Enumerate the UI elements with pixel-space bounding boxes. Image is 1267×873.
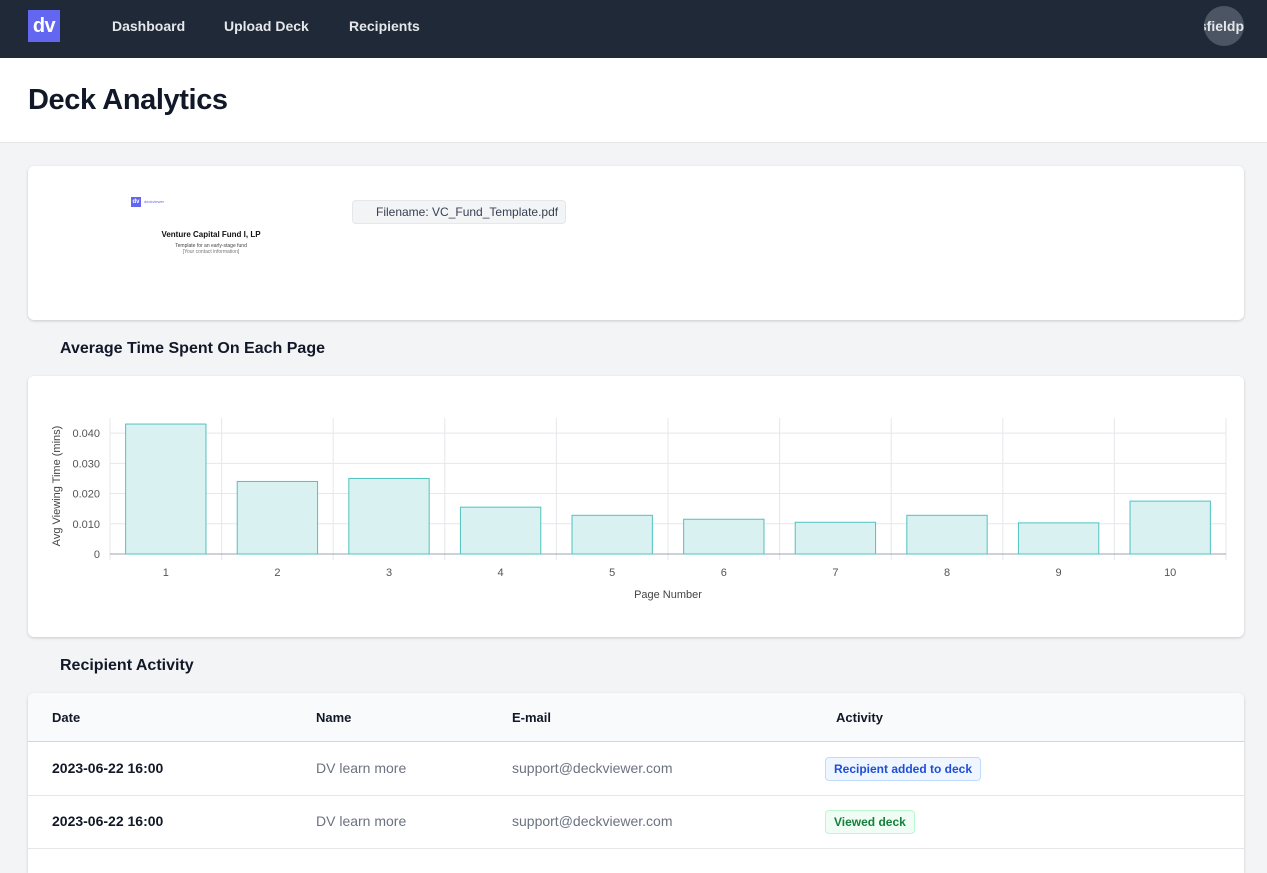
- bar-page-1: [125, 423, 207, 555]
- x-tick-label: 2: [274, 567, 280, 579]
- thumbnail-contact: [Your contact information]: [182, 249, 240, 255]
- app-logo[interactable]: dv: [28, 10, 60, 42]
- bar-page-4: [459, 506, 542, 555]
- row-name: DV learn more: [316, 760, 407, 776]
- x-tick-label: 10: [1164, 567, 1176, 579]
- table-header: Date Name E-mail Activity: [28, 693, 1244, 742]
- y-axis-label: Avg Viewing Time (mins): [51, 426, 63, 547]
- x-tick-label: 8: [944, 567, 950, 579]
- thumbnail-subtitle: Template for an early-stage fund: [175, 243, 247, 249]
- activity-badge: Recipient added to deck: [825, 757, 982, 781]
- bar-page-10: [1129, 500, 1211, 555]
- chart-section-title: Average Time Spent On Each Page: [60, 340, 325, 357]
- x-tick-label: 6: [721, 567, 727, 579]
- thumbnail-brand: deckviewer: [144, 199, 165, 204]
- row-date: 2023-06-22 16:00: [52, 760, 164, 776]
- column-header-email[interactable]: E-mail: [512, 710, 552, 725]
- nav-link-recipients[interactable]: Recipients: [349, 18, 420, 34]
- bar-page-8: [906, 514, 988, 555]
- column-header-name[interactable]: Name: [316, 710, 352, 725]
- row-email: support@deckviewer.com: [512, 760, 673, 776]
- y-tick-label: 0: [94, 549, 100, 561]
- column-header-activity[interactable]: Activity: [836, 710, 883, 725]
- y-tick-label: 0.040: [72, 428, 100, 440]
- x-tick-label: 7: [832, 567, 838, 579]
- bar-page-6: [683, 518, 765, 555]
- activity-table: Date Name E-mail Activity 2023-06-22 16:…: [28, 693, 1244, 873]
- nav-link-dashboard[interactable]: Dashboard: [112, 18, 186, 34]
- row-email: support@deckviewer.com: [512, 813, 673, 829]
- bar-page-7: [794, 521, 877, 555]
- deck-thumbnail[interactable]: dv deckviewer Venture Capital Fund I, LP…: [128, 194, 298, 264]
- bar-page-2: [236, 480, 319, 555]
- thumbnail-logo: dv: [131, 197, 141, 207]
- bar-page-9: [1017, 522, 1100, 555]
- x-tick-label: 3: [386, 567, 392, 579]
- y-tick-label: 0.020: [72, 489, 100, 501]
- table-row[interactable]: 2023-06-22 16:00 DV learn more support@d…: [28, 742, 1244, 796]
- nav-link-upload-deck[interactable]: Upload Deck: [224, 18, 309, 34]
- y-tick-label: 0.010: [72, 519, 100, 531]
- row-date: 2023-06-22 16:00: [52, 813, 164, 829]
- x-tick-label: 5: [609, 567, 615, 579]
- table-row[interactable]: 2023-06-22 16:00 DV learn more support@d…: [28, 795, 1244, 849]
- bar-page-3: [348, 477, 430, 555]
- page-header: [0, 58, 1267, 143]
- x-tick-label: 4: [498, 567, 504, 579]
- activity-section-title: Recipient Activity: [60, 657, 194, 674]
- thumbnail-title: Venture Capital Fund I, LP: [161, 230, 261, 239]
- x-tick-label: 1: [163, 567, 169, 579]
- x-tick-label: 9: [1056, 567, 1062, 579]
- page-title: Deck Analytics: [28, 84, 228, 116]
- row-name: DV learn more: [316, 813, 407, 829]
- x-axis-label: Page Number: [634, 589, 702, 601]
- bar-page-5: [571, 514, 653, 555]
- chart-card: 0 0.010 0.020 0.030 0.040 1 2 3 4 5 6 7 8 9 10 Page Num…: [28, 376, 1244, 637]
- deck-info-card: dv deckviewer Venture Capital Fund I, LP…: [28, 166, 1244, 320]
- top-navbar: dv Dashboard Upload Deck Recipients sfie…: [0, 0, 1267, 58]
- column-header-date[interactable]: Date: [52, 710, 81, 725]
- bar-chart: 0 0.010 0.020 0.030 0.040 1 2 3 4 5 6 7 8 9 10 Page Num…: [51, 418, 1227, 601]
- activity-badge: Viewed deck: [825, 810, 915, 834]
- filename-badge: Filename: VC_Fund_Template.pdf: [352, 200, 567, 224]
- y-tick-label: 0.030: [72, 458, 100, 470]
